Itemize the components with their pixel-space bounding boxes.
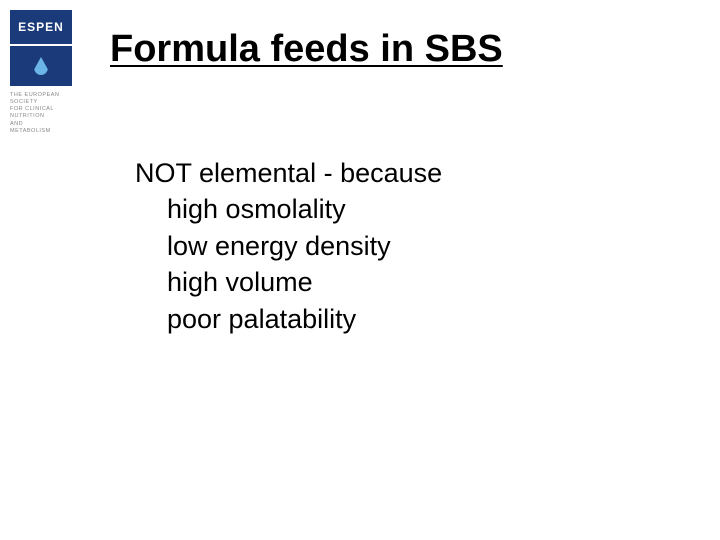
slide-title: Formula feeds in SBS	[110, 28, 503, 71]
caption-line: THE EUROPEAN	[10, 92, 78, 99]
caption-line: AND	[10, 121, 78, 128]
espen-logo: ESPEN THE EUROPEAN SOCIETY FOR CLINICAL …	[10, 10, 78, 135]
logo-emblem	[26, 51, 56, 81]
sub-item: high osmolality	[135, 191, 442, 227]
sub-item: low energy density	[135, 228, 442, 264]
logo-text: ESPEN	[18, 20, 64, 34]
logo-emblem-box	[10, 46, 72, 86]
sub-item: high volume	[135, 264, 442, 300]
caption-line: METABOLISM	[10, 128, 78, 135]
caption-line: NUTRITION	[10, 113, 78, 120]
caption-line: FOR CLINICAL	[10, 106, 78, 113]
main-line: NOT elemental - because	[135, 155, 442, 191]
caption-line: SOCIETY	[10, 99, 78, 106]
logo-text-box: ESPEN	[10, 10, 72, 44]
sub-item: poor palatability	[135, 301, 442, 337]
content-block: NOT elemental - because high osmolality …	[135, 155, 442, 337]
logo-caption: THE EUROPEAN SOCIETY FOR CLINICAL NUTRIT…	[10, 92, 78, 135]
drop-icon	[34, 57, 48, 75]
